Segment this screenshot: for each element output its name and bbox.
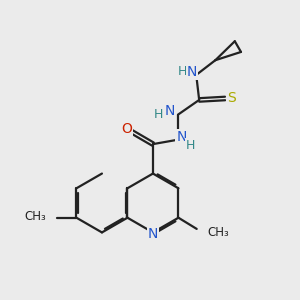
Text: H: H [177,65,187,79]
Text: N: N [187,65,197,79]
Text: N: N [148,227,158,241]
Text: O: O [121,122,132,136]
Text: H: H [186,139,195,152]
Text: CH₃: CH₃ [24,210,46,223]
Text: N: N [164,104,175,118]
Text: S: S [227,92,236,106]
Text: H: H [154,108,164,121]
Text: CH₃: CH₃ [207,226,229,239]
Text: N: N [176,130,187,144]
